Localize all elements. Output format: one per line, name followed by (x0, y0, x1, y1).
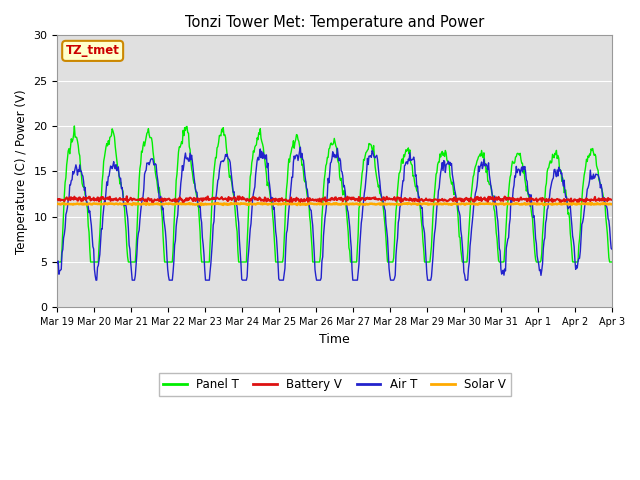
Air T (63, 204, 71, 210)
Solar V (197, 202, 205, 208)
Panel T (54, 259, 61, 265)
Battery V (54, 196, 61, 202)
Line: Solar V: Solar V (58, 203, 612, 205)
Battery V (404, 196, 412, 202)
Battery V (608, 197, 616, 203)
Solar V (420, 201, 428, 206)
Legend: Panel T, Battery V, Air T, Solar V: Panel T, Battery V, Air T, Solar V (159, 373, 511, 396)
Air T (608, 246, 616, 252)
Solar V (608, 201, 616, 207)
Text: TZ_tmet: TZ_tmet (66, 44, 120, 58)
Solar V (63, 201, 71, 207)
Battery V (208, 196, 216, 202)
Line: Panel T: Panel T (58, 126, 612, 262)
Y-axis label: Temperature (C) / Power (V): Temperature (C) / Power (V) (15, 89, 28, 253)
Solar V (177, 201, 185, 206)
Solar V (121, 201, 129, 206)
Line: Battery V: Battery V (58, 196, 612, 204)
Air T (54, 260, 61, 266)
Air T (404, 161, 412, 167)
Solar V (54, 201, 61, 207)
Panel T (122, 218, 129, 224)
Air T (122, 201, 129, 206)
Solar V (207, 202, 215, 207)
X-axis label: Time: Time (319, 333, 350, 346)
Solar V (295, 200, 303, 206)
Battery V (63, 196, 71, 202)
Panel T (419, 239, 427, 244)
Panel T (70, 123, 78, 129)
Battery V (123, 193, 131, 199)
Battery V (179, 201, 187, 207)
Panel T (207, 225, 215, 230)
Battery V (178, 196, 186, 202)
Air T (296, 144, 304, 150)
Battery V (420, 198, 428, 204)
Air T (178, 174, 186, 180)
Panel T (403, 148, 411, 154)
Line: Air T: Air T (58, 147, 612, 280)
Title: Tonzi Tower Met: Temperature and Power: Tonzi Tower Met: Temperature and Power (185, 15, 484, 30)
Air T (420, 226, 428, 231)
Battery V (121, 197, 129, 203)
Panel T (178, 139, 186, 144)
Panel T (63, 156, 71, 162)
Solar V (404, 201, 412, 207)
Air T (92, 277, 100, 283)
Air T (207, 261, 215, 266)
Panel T (608, 259, 616, 265)
